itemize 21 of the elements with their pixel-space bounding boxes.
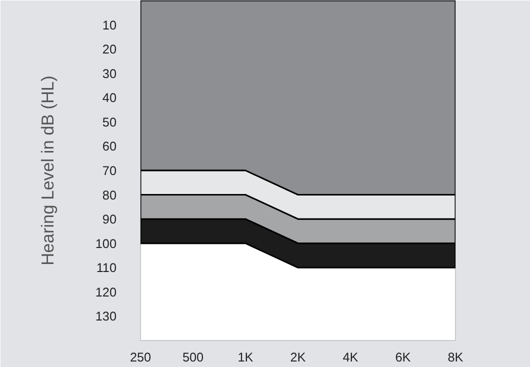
x-tick-label: 8K [448, 350, 464, 364]
y-tick-label: 120 [95, 285, 117, 300]
y-tick-label: 70 [102, 164, 116, 178]
y-tick-label: 80 [102, 188, 116, 202]
y-tick-label: 100 [95, 236, 117, 251]
y-axis-title: Hearing Level in dB (HL) [37, 76, 58, 266]
x-tick-label: 500 [182, 350, 204, 364]
y-tick-label: 130 [95, 310, 117, 324]
x-tick-label: 4K [342, 350, 359, 364]
y-tick-label: 10 [102, 18, 116, 32]
y-tick-label: 110 [96, 261, 117, 276]
y-tick-label: 60 [102, 140, 116, 154]
y-tick-label: 20 [102, 42, 116, 57]
x-tick-label: 6K [395, 350, 412, 364]
x-tick-label: 2K [290, 350, 306, 364]
x-tick-label: 250 [130, 350, 152, 364]
y-tick-label: 30 [102, 66, 116, 81]
y-tick-label: 40 [102, 91, 116, 106]
x-tick-label: 1K [238, 350, 254, 364]
y-tick-label: 50 [102, 115, 116, 130]
y-tick-label: 90 [102, 212, 116, 227]
